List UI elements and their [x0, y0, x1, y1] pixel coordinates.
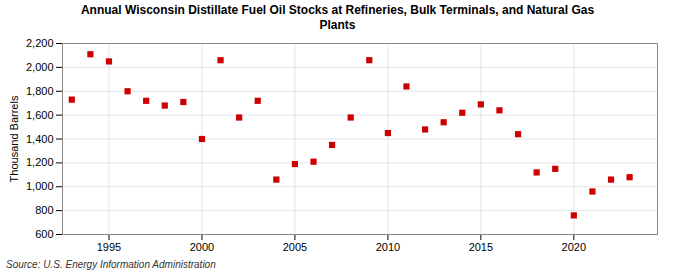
html-text:Source: U.S. Energy Informatio: Source: U.S. Energy Information Administ…	[6, 259, 216, 270]
svg-text:1,200: 1,200	[26, 156, 54, 168]
svg-text:2015: 2015	[469, 241, 493, 253]
svg-text:2000: 2000	[190, 241, 214, 253]
svg-text:2010: 2010	[376, 241, 400, 253]
svg-text:1,000: 1,000	[26, 180, 54, 192]
svg-text:1,600: 1,600	[26, 109, 54, 121]
svg-text:1,400: 1,400	[26, 133, 54, 145]
svg-text:2,000: 2,000	[26, 61, 54, 73]
svg-text:1,800: 1,800	[26, 85, 54, 97]
svg-text:600: 600	[35, 228, 53, 240]
svg-text:800: 800	[35, 204, 53, 216]
svg-text:2005: 2005	[283, 241, 307, 253]
svg-text:2,200: 2,200	[26, 37, 54, 49]
html-text:Annual Wisconsin Distillate Fu: Annual Wisconsin Distillate Fuel Oil Sto…	[80, 3, 595, 32]
svg-text:Thousand Barrels: Thousand Barrels	[8, 95, 20, 182]
svg-text:2020: 2020	[562, 241, 586, 253]
svg-text:1995: 1995	[97, 241, 121, 253]
